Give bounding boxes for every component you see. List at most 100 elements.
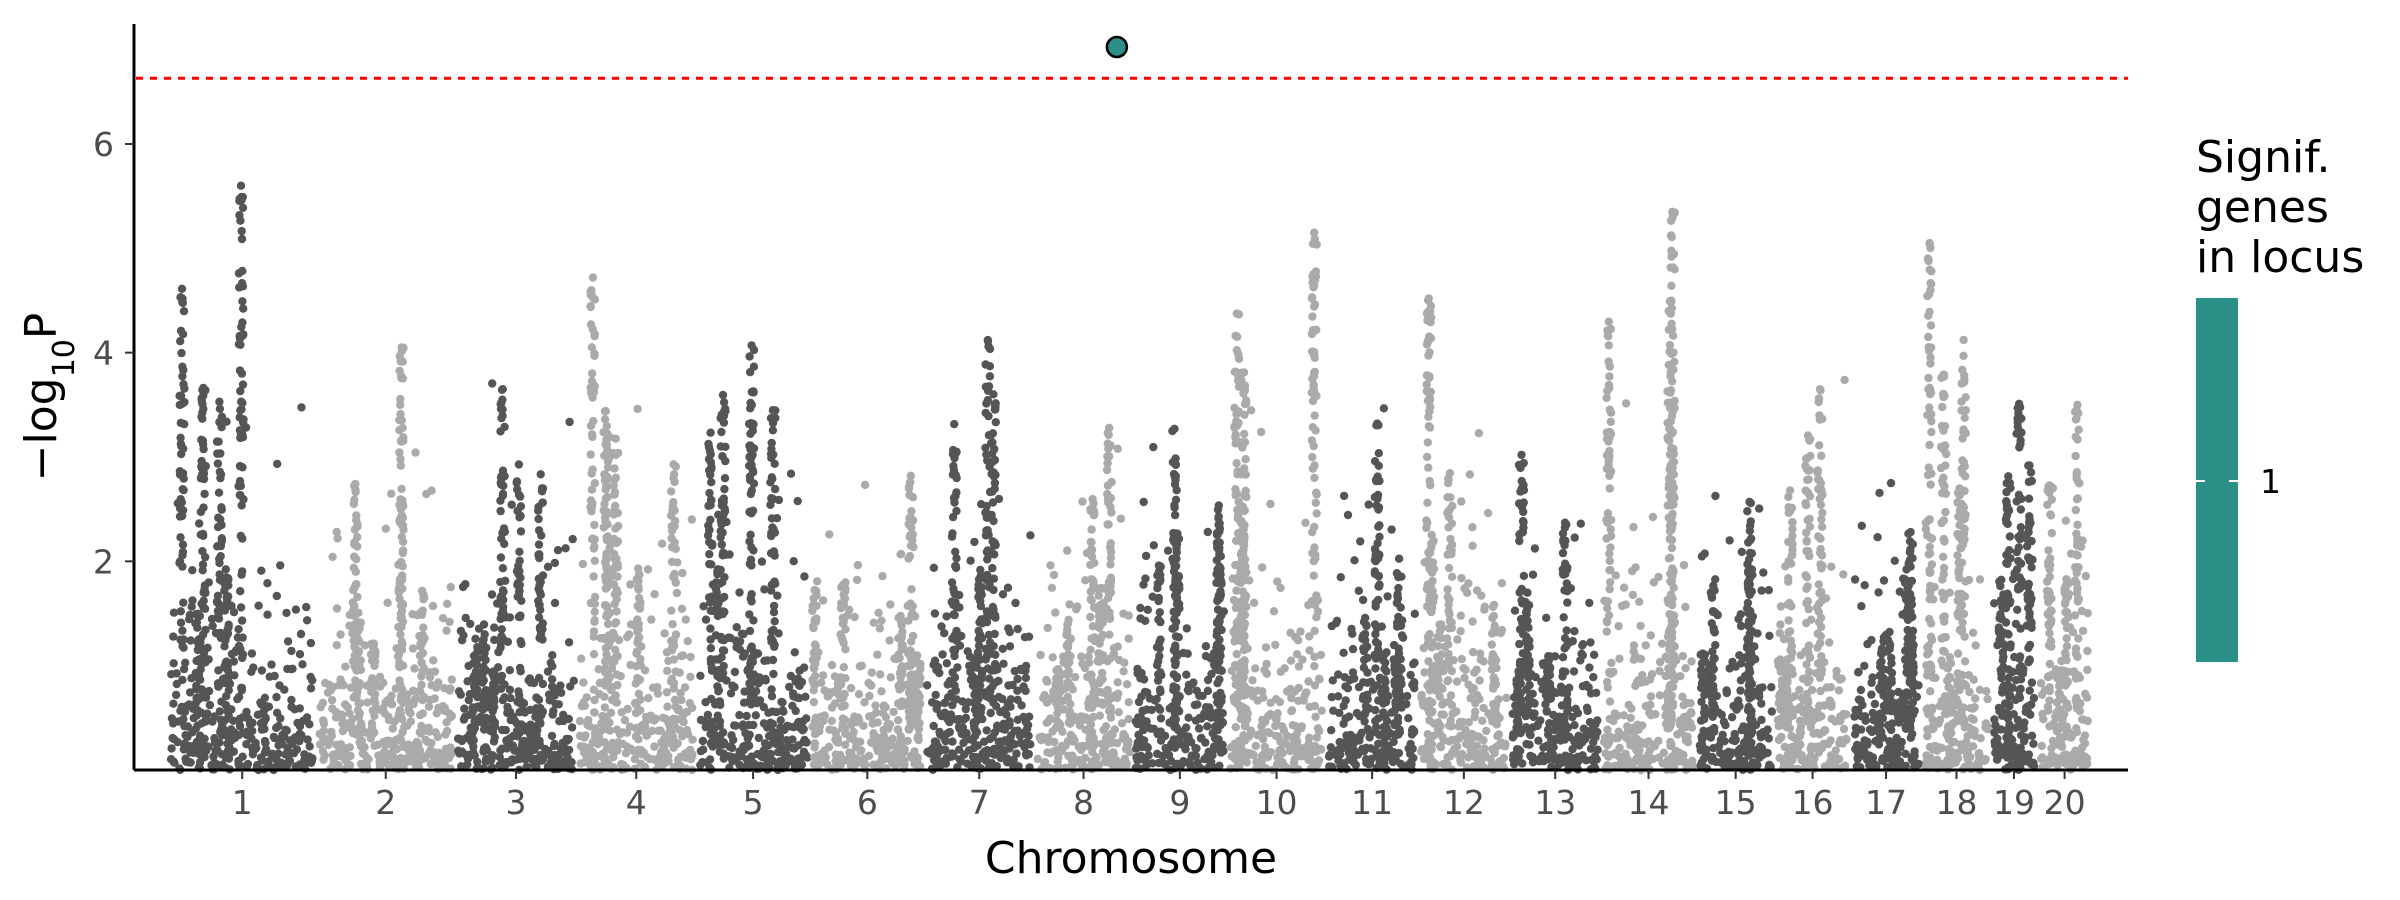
data-point [1095,616,1104,626]
data-point [229,657,238,666]
data-point [952,626,961,636]
data-point [180,419,189,429]
data-point [954,722,964,732]
data-point [667,534,676,543]
data-point [431,728,440,737]
data-point [719,398,729,407]
data-point [263,579,272,588]
data-point [769,608,779,617]
data-point [1155,685,1165,694]
data-points [166,181,2092,775]
data-point [1156,635,1165,644]
data-point [1078,497,1087,506]
data-point [197,719,206,728]
data-point [1174,599,1184,609]
data-point [749,479,759,488]
data-point [332,709,342,718]
data-point [289,749,299,758]
data-point [236,603,246,612]
data-point [1202,711,1211,721]
data-point [680,708,689,718]
data-point [188,566,197,575]
data-point [885,720,895,729]
data-point [479,644,488,654]
data-point [169,632,178,641]
data-point [175,400,184,410]
data-point [398,575,407,584]
data-point [769,727,778,737]
data-point [291,605,301,614]
data-point [410,664,419,673]
data-point [333,534,342,543]
data-point [216,552,225,561]
data-point [1262,669,1272,678]
data-point [717,653,726,662]
data-point [200,604,210,613]
data-point [169,659,178,668]
data-point [889,707,898,717]
data-point [557,688,566,697]
data-point [214,599,224,609]
data-point [749,720,758,730]
chromosome-3-points [453,379,578,774]
data-point [506,715,515,725]
data-point [1215,591,1224,600]
data-point [1214,520,1223,529]
data-point [1371,664,1380,673]
data-point [561,544,570,553]
data-point [989,585,998,595]
data-point [548,662,557,671]
data-point [494,647,503,657]
data-point [1086,560,1095,570]
data-point [957,729,966,739]
data-point [214,682,223,691]
data-point [667,526,677,536]
data-point [1276,667,1286,676]
data-point [534,540,544,549]
data-point [507,500,516,509]
data-point [1040,757,1050,767]
data-point [610,599,619,609]
data-point [989,540,999,550]
data-point [213,591,223,600]
data-point [770,459,779,468]
data-point [221,603,231,612]
data-point [397,511,407,520]
data-point [1065,600,1074,609]
data-point [730,721,739,730]
data-point [976,601,986,611]
data-point [1133,738,1143,747]
data-point [224,623,233,632]
data-point [860,698,869,707]
data-point [663,702,672,711]
data-point [534,695,544,704]
data-point [350,642,359,652]
data-point [1310,411,1319,420]
data-point [705,537,714,547]
data-point [396,394,405,404]
data-point [745,461,754,470]
data-point [1063,692,1073,701]
data-point [1108,748,1118,757]
data-point [204,686,214,696]
data-point [669,460,678,469]
data-point [1219,746,1228,756]
data-point [766,549,776,558]
data-point [948,449,958,459]
data-point [1238,502,1247,511]
data-point [517,697,526,706]
data-point [498,395,507,404]
data-point [1084,658,1094,667]
data-point [894,725,903,735]
data-point [174,717,183,726]
data-point [974,641,984,650]
data-point [471,634,480,643]
data-point [809,622,818,631]
data-point [1271,721,1280,731]
data-point [534,574,543,583]
data-point [699,602,708,611]
data-point [446,684,455,693]
data-point [906,647,915,656]
data-point [602,440,612,449]
data-point [860,758,869,767]
